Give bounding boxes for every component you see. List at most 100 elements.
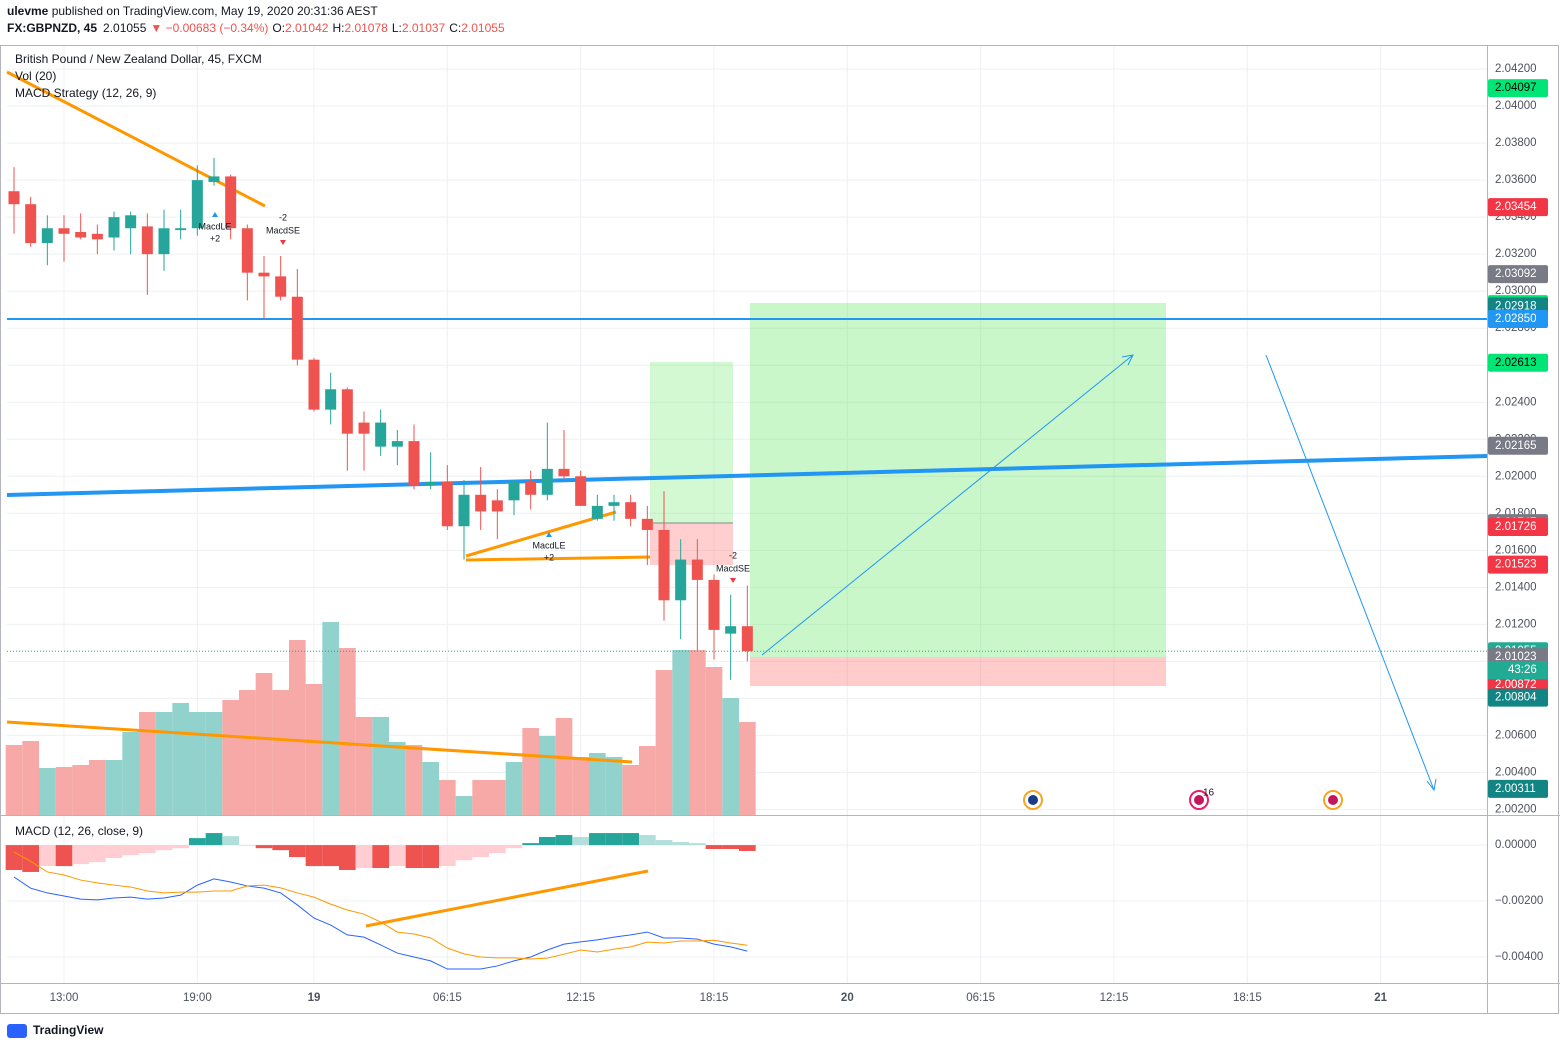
price-badge [1488,688,1548,707]
macd-legend: MACD (12, 26, close, 9) [15,824,143,838]
candle-body [441,481,453,527]
volume-bar [455,796,473,815]
x-tick-label: 06:15 [966,992,995,1004]
macd-histogram-bar [439,845,456,867]
volume-bar [472,780,489,815]
macd-histogram-bar [305,845,323,867]
macd-histogram-bar [255,845,273,849]
candle-body [425,481,437,486]
candle-body [508,481,520,501]
y-tick-label: 2.03600 [1495,174,1537,186]
candle-body [91,233,103,240]
volume-bar [305,684,323,815]
candle-body [408,441,420,486]
price-badge [1488,779,1548,798]
macd-histogram-bar [139,845,156,854]
volume-bar [505,762,523,815]
strategy-legend: MACD Strategy (12, 26, 9) [15,86,156,100]
volume-bar [655,670,673,815]
candle-body [558,468,570,477]
candle-body [58,228,70,234]
ohlc-label: O: [272,21,285,35]
event-count: 16 [1203,788,1215,799]
volume-bar [322,622,339,815]
macd-histogram-bar [72,845,89,865]
macd-histogram-bar [672,842,689,846]
macd-histogram-bar [322,845,339,867]
y-tick-label: 2.00400 [1495,766,1537,778]
candle-body [208,176,220,182]
volume-bar [372,717,389,815]
arrow-line [1265,354,1435,791]
x-tick-label: 21 [1374,992,1387,1004]
candle-body [125,215,137,229]
price-badge-label: 2.00311 [1495,783,1536,795]
candle-body [608,502,620,506]
brand-name: TradingView [33,1023,104,1037]
strategy-label: +2 [544,552,554,562]
price-badge [1488,436,1548,455]
candle-body [725,626,737,634]
macd-histogram-bar [355,845,373,869]
candle-body [358,422,370,434]
macd-histogram-bar [455,845,473,861]
last-price: 2.01055 [103,21,147,35]
volume-bar [355,717,373,815]
price-badge-label: 2.04097 [1495,82,1537,94]
macd-histogram-bar [605,833,623,846]
volume-bar [489,780,506,815]
strategy-label: +2 [210,233,220,243]
y-tick-label: 2.01200 [1495,618,1537,630]
ohlc-value: 2.01055 [461,21,505,35]
volume-bar [139,712,156,815]
macd-histogram-bar [205,833,223,846]
macd-histogram-bar [22,845,39,872]
macd-histogram-bar [272,845,289,851]
candle-body [41,228,53,244]
x-tick-label: 12:15 [566,992,595,1004]
candle-body [491,500,503,512]
candle-body [625,502,637,519]
profit-zone [650,362,733,523]
volume-layer [5,622,756,815]
price-badge-label: 2.00872 [1495,679,1537,691]
y-tick-label: 2.04200 [1495,63,1537,75]
candle-body [175,228,187,231]
y-tick-label: 2.01600 [1495,544,1537,556]
volume-bar [89,760,106,815]
candle-body [325,389,337,410]
candle-body [475,494,487,512]
candle-body [225,176,237,229]
volume-bar [72,765,89,815]
candle-body [675,559,687,601]
macd-histogram-bar [522,843,539,846]
price-badge [1488,198,1548,217]
countdown: 43:26 [1508,664,1537,676]
drawings: 16 [6,70,1488,928]
macd-histogram-bar [422,845,439,869]
candle-body [108,217,120,238]
volume-bar [672,650,689,815]
volume-bar [39,768,56,815]
macd-histogram-bar [572,836,589,846]
candle-body [308,359,320,410]
macd-tick-label: 0.00000 [1495,839,1537,851]
y-tick-label: 2.03000 [1495,285,1537,297]
strategy-label: -2 [279,212,287,222]
volume-bar [439,780,456,815]
candle-body [658,529,670,601]
macd-line [13,851,748,960]
x-tick-label: 19:00 [183,992,212,1004]
price-badge-label: 2.01726 [1495,521,1537,533]
candle-body [575,476,587,506]
chart-frame [0,45,1559,1014]
macd-histogram-bar [172,845,189,849]
candle-body [141,226,153,255]
x-tick-label: 13:00 [50,992,79,1004]
macd-histogram-bar [372,845,389,869]
strategy-label: MacdSE [716,563,750,573]
author: ulevme [7,4,49,18]
volume-bar [389,742,406,815]
trend-line [465,555,651,562]
chart-title: British Pound / New Zealand Dollar, 45, … [15,52,262,66]
